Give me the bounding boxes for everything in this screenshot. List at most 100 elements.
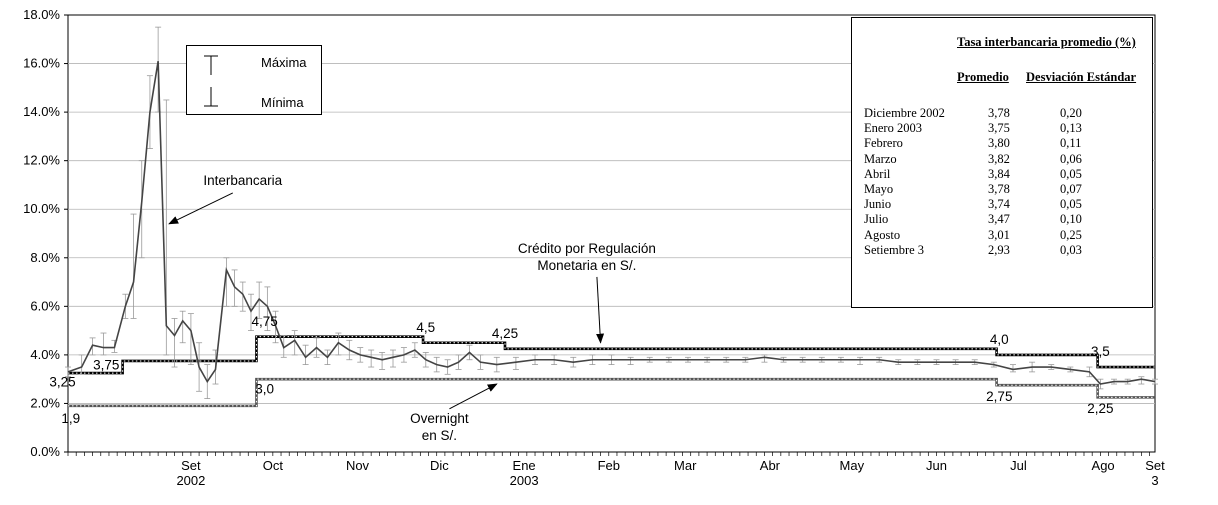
annotation-label: 3,25 (49, 374, 75, 389)
y-tick-label: 18.0% (23, 7, 60, 22)
y-tick-label: 6.0% (30, 298, 60, 313)
stats-mean: 2,93 (988, 242, 1010, 257)
x-tick-label: Set (181, 458, 201, 473)
annotation-arrow (449, 383, 498, 410)
stats-sd: 0,25 (1060, 227, 1082, 242)
stats-month: Enero 2003 (864, 121, 922, 136)
stats-mean: 3,80 (988, 136, 1010, 151)
annotation-label: 4,75 (252, 314, 278, 329)
series-line-dots (68, 336, 1155, 374)
annotation-label: 4,5 (416, 320, 435, 335)
stats-mean: 3,78 (988, 181, 1010, 196)
annotation-label: Monetaria en S/. (537, 258, 636, 273)
annotation-label: Overnight (410, 411, 469, 426)
x-tick-label: Feb (598, 458, 620, 473)
y-tick-label: 8.0% (30, 250, 60, 265)
y-tick-label: 16.0% (23, 56, 60, 71)
stats-row: Julio 3,47 0,10 (864, 212, 1149, 227)
stats-row: Junio 3,74 0,05 (864, 197, 1149, 212)
stats-sd: 0,07 (1060, 181, 1082, 196)
stats-mean: 3,84 (988, 166, 1010, 181)
annotations: Interbancaria Crédito por Regulación Monet… (49, 173, 1113, 443)
annotation-label: 4,0 (990, 332, 1009, 347)
legend: Máxima Mínima (186, 45, 322, 115)
legend-max-label: Máxima (261, 55, 307, 70)
stats-mean: 3,82 (988, 151, 1010, 166)
stats-table: Tasa interbancaria promedio (%) Promedio… (851, 17, 1153, 308)
stats-row: Mayo 3,78 0,07 (864, 182, 1149, 197)
range-bar-icon (204, 55, 218, 107)
annotation-label: 3,75 (93, 357, 119, 372)
stats-header-mean: Promedio (957, 70, 1009, 84)
annotation-label: 2,25 (1087, 401, 1113, 416)
annotation-label: en S/. (422, 428, 457, 443)
x-tick-label: May (840, 458, 865, 473)
y-tick-label: 14.0% (23, 104, 60, 119)
annotation-arrow (168, 192, 234, 225)
stats-month: Abril (864, 166, 891, 181)
stats-table-title: Tasa interbancaria promedio (%) (957, 35, 1136, 49)
stats-sd: 0,06 (1060, 151, 1082, 166)
stats-month: Febrero (864, 136, 903, 151)
stats-sd: 0,05 (1060, 197, 1082, 212)
stats-month: Diciembre 2002 (864, 106, 945, 120)
stats-sd: 0,03 (1060, 242, 1082, 257)
stats-month: Marzo (864, 151, 897, 166)
y-tick-label: 10.0% (23, 201, 60, 216)
stats-rows: Diciembre 2002 3,78 0,20 Enero 2003 3,75 0,13… (864, 106, 1149, 258)
series-line (67, 61, 1156, 385)
stats-month: Julio (864, 212, 889, 227)
x-tick-sublabel: 2003 (510, 473, 539, 488)
annotation-label: Crédito por Regulación (518, 241, 656, 256)
x-tick-label: Abr (760, 458, 781, 473)
x-tick-label: Jun (926, 458, 947, 473)
stats-mean: 3,47 (988, 212, 1010, 227)
stats-sd: 0,10 (1060, 212, 1082, 227)
annotation-label: 3,5 (1091, 344, 1110, 359)
series-line-dots (68, 378, 1155, 407)
stats-row: Febrero 3,80 0,11 (864, 136, 1149, 151)
y-tick-label: 2.0% (30, 395, 60, 410)
stats-row: Setiembre 3 2,93 0,03 (864, 243, 1149, 258)
series-layer (65, 26, 1158, 408)
stats-sd: 0,11 (1060, 136, 1082, 151)
annotation-label: 1,9 (61, 411, 80, 426)
stats-mean: 3,01 (988, 227, 1010, 242)
stats-sd: 0,05 (1060, 166, 1082, 181)
x-tick-label: Oct (263, 458, 284, 473)
stats-month: Agosto (864, 227, 901, 242)
y-tick-label: 0.0% (30, 444, 60, 459)
stats-row: Enero 2003 3,75 0,13 (864, 121, 1149, 136)
stats-month: Mayo (864, 181, 894, 196)
stats-row: Marzo 3,82 0,06 (864, 152, 1149, 167)
legend-min-label: Mínima (261, 95, 304, 110)
stats-mean: 3,74 (988, 197, 1010, 212)
x-tick-sublabel: 3 (1151, 473, 1158, 488)
annotation-label: 2,75 (986, 389, 1012, 404)
y-axis: 0.0% 2.0% 4.0% 6.0% 8.0% 10.0% 12.0% 14.0% 16.0%… (23, 7, 68, 459)
y-tick-label: 12.0% (23, 153, 60, 168)
stats-sd: 0,13 (1060, 121, 1082, 136)
stats-month: Setiembre 3 (864, 242, 925, 257)
x-tick-label: Set (1145, 458, 1165, 473)
stats-mean: 3,75 (988, 121, 1010, 136)
stats-row: Abril 3,84 0,05 (864, 167, 1149, 182)
x-tick-label: Mar (674, 458, 697, 473)
x-tick-label: Nov (346, 458, 370, 473)
annotation-label: 4,25 (492, 326, 518, 341)
annotation-label: 3,0 (255, 382, 274, 397)
annotation-arrow (596, 276, 605, 344)
stats-header-sd: Desviación Estándar (1026, 70, 1137, 84)
stats-row: Diciembre 2002 3,78 0,20 (864, 106, 1149, 121)
stats-mean: 3,78 (988, 106, 1010, 120)
x-tick-sublabel: 2002 (176, 473, 205, 488)
x-tick-label: Ago (1092, 458, 1115, 473)
stats-row: Agosto 3,01 0,25 (864, 228, 1149, 243)
plot-area (67, 14, 1156, 453)
y-tick-label: 4.0% (30, 347, 60, 362)
annotation-label: Interbancaria (203, 173, 282, 188)
x-tick-label: Jul (1010, 458, 1027, 473)
x-tick-label: Dic (430, 458, 449, 473)
stats-sd: 0,20 (1060, 106, 1082, 120)
